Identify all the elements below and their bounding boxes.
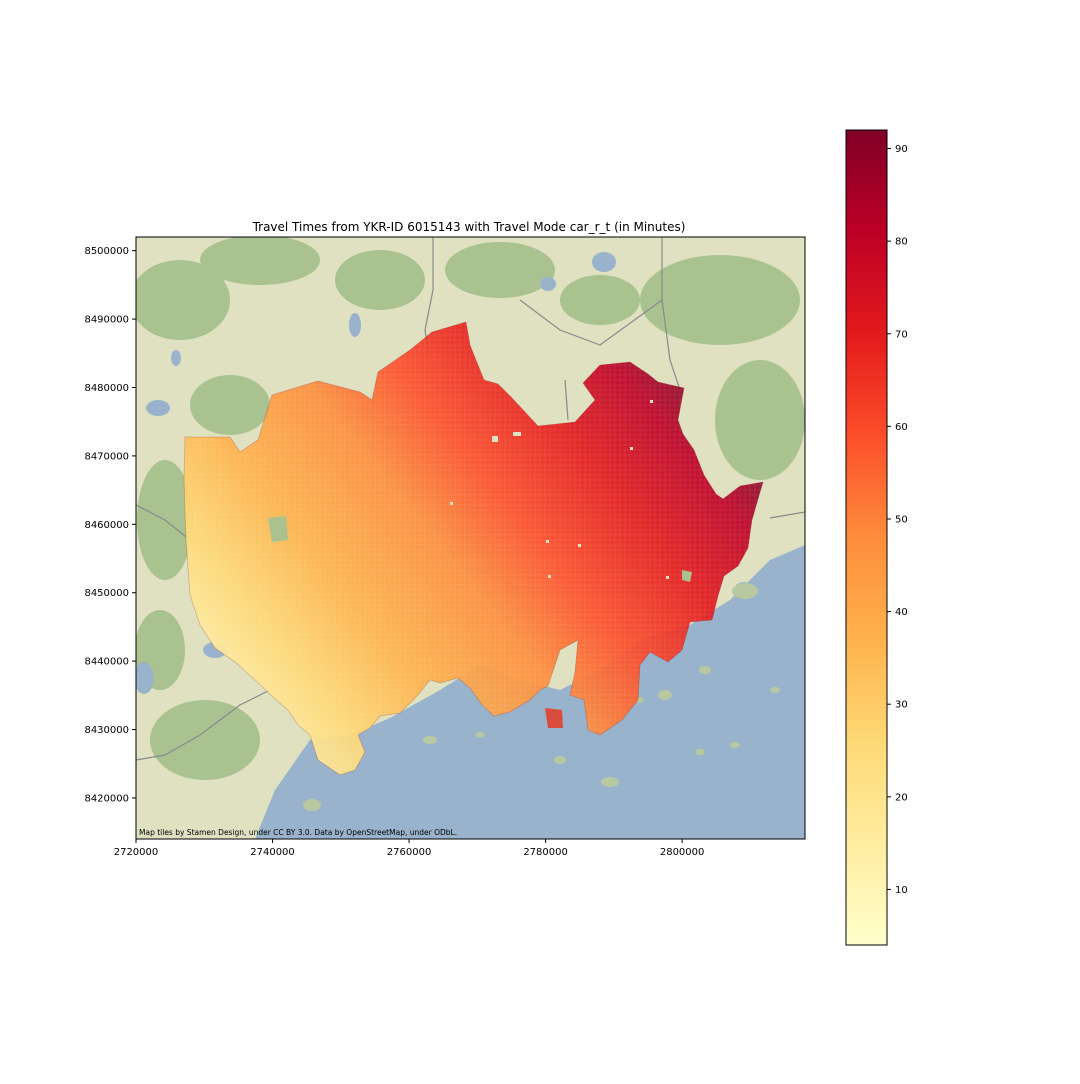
x-axis: 2720000 2740000 2760000 2780000 2800000 <box>114 839 705 858</box>
y-tick-label: 8440000 <box>84 657 129 668</box>
y-tick-label: 8420000 <box>84 793 129 804</box>
x-tick-label: 2800000 <box>660 847 705 858</box>
colorbar-frame <box>845 129 888 946</box>
colorbar-tick-label: 10 <box>895 885 908 896</box>
y-tick-label: 8450000 <box>84 588 129 599</box>
colorbar-ticks: 10 20 30 40 50 60 70 80 90 <box>887 144 908 896</box>
colorbar-tick-label: 30 <box>895 700 908 711</box>
islands <box>303 583 780 811</box>
y-tick-label: 8480000 <box>84 383 129 394</box>
chart-title: Travel Times from YKR-ID 6015143 with Tr… <box>252 220 686 234</box>
y-axis: 8420000 8430000 8440000 8450000 8460000 84700… <box>84 246 136 804</box>
colorbar-gradient <box>846 130 887 945</box>
attribution-text: Map tiles by Stamen Design, under CC BY … <box>139 828 457 837</box>
lakes <box>136 252 754 694</box>
y-tick-label: 8470000 <box>84 451 129 462</box>
colorbar-tick-label: 60 <box>895 422 908 433</box>
colorbar: 10 20 30 40 50 60 70 80 90 <box>845 129 908 946</box>
map-frame <box>135 236 806 840</box>
colorbar-tick-label: 90 <box>895 144 908 155</box>
x-tick-label: 2740000 <box>250 847 295 858</box>
forest-areas <box>136 237 805 780</box>
colorbar-tick-label: 80 <box>895 237 908 248</box>
colorbar-tick-label: 70 <box>895 329 908 340</box>
x-tick-label: 2760000 <box>387 847 432 858</box>
y-tick-label: 8430000 <box>84 725 129 736</box>
x-tick-label: 2780000 <box>523 847 568 858</box>
colorbar-tick-label: 20 <box>895 792 908 803</box>
y-tick-label: 8460000 <box>84 520 129 531</box>
x-tick-label: 2720000 <box>114 847 159 858</box>
travel-time-outline <box>183 321 764 776</box>
travel-time-islet <box>545 708 563 728</box>
colorbar-tick-label: 50 <box>895 514 908 525</box>
y-tick-label: 8500000 <box>84 246 129 257</box>
colorbar-tick-label: 40 <box>895 607 908 618</box>
y-tick-label: 8490000 <box>84 315 129 326</box>
travel-time-gaps <box>268 400 692 582</box>
